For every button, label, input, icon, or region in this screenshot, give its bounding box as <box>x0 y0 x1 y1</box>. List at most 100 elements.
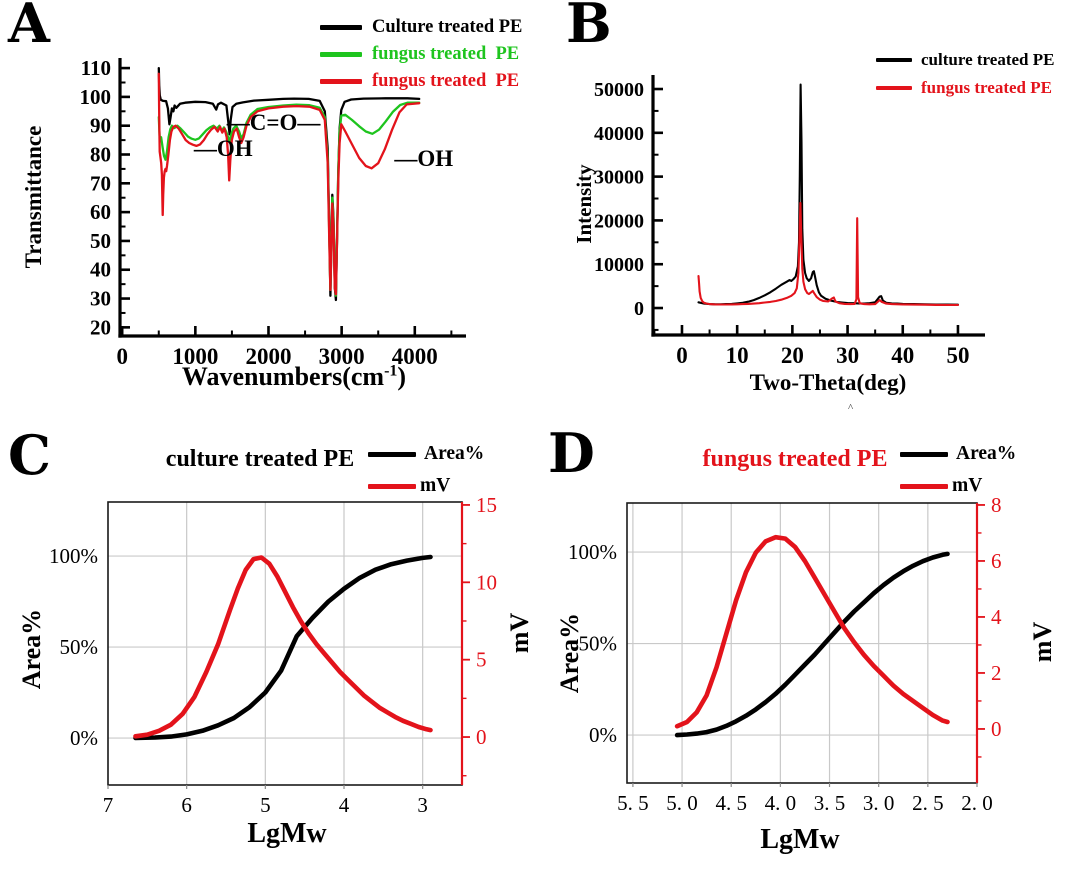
gpc-culture-x-axis-label: LgMw <box>247 818 327 849</box>
legend-label: Area% <box>424 443 485 464</box>
svg-text:1000: 1000 <box>172 344 218 369</box>
ftir-x-axis-label-main: Wavenumbers(cm <box>181 362 385 391</box>
svg-text:50%: 50% <box>579 632 618 656</box>
gpc-culture-title: culture treated PE <box>165 446 355 472</box>
gpc-culture-chart: 7 6 5 4 3 0% 50% 100% 0 5 10 15 <box>49 493 497 817</box>
ftir-legend-row-fungus-red: fungus treated PE <box>320 68 522 95</box>
legend-label: Area% <box>956 443 1017 464</box>
legend-label: mV <box>420 475 451 496</box>
svg-text:4: 4 <box>339 793 350 817</box>
svg-text:3000: 3000 <box>319 344 365 369</box>
xrd-chart: 0 10 20 30 40 50 0 10000 20000 30000 40000 50000 <box>594 75 985 368</box>
svg-text:4: 4 <box>991 605 1002 629</box>
svg-text:20000: 20000 <box>594 210 644 232</box>
svg-text:90: 90 <box>90 114 111 138</box>
xrd-x-axis-label: Two-Theta(deg) <box>749 370 907 395</box>
svg-text:5. 5: 5. 5 <box>617 791 649 815</box>
legend-row-mv: mV <box>900 470 1016 502</box>
panel-letter-c: C <box>8 423 51 487</box>
legend-line-swatch <box>368 451 416 457</box>
xrd-legend-row-fungus: fungus treated PE <box>876 74 1054 102</box>
svg-text:0: 0 <box>634 298 644 320</box>
svg-text:30000: 30000 <box>594 167 644 189</box>
svg-text:50: 50 <box>946 343 969 368</box>
legend-label: fungus treated PE <box>372 71 520 91</box>
svg-text:7: 7 <box>103 793 114 817</box>
svg-text:20: 20 <box>90 315 111 339</box>
svg-text:30: 30 <box>90 287 111 311</box>
legend-label: culture treated PE <box>921 50 1055 69</box>
svg-text:0%: 0% <box>589 723 617 747</box>
svg-text:2000: 2000 <box>245 344 291 369</box>
legend-line-swatch <box>320 25 362 30</box>
svg-text:5. 0: 5. 0 <box>666 791 698 815</box>
xrd-y-axis-label: Intensity <box>572 164 596 244</box>
svg-text:0%: 0% <box>70 726 98 750</box>
ftir-legend-row-culture: Culture treated PE <box>320 14 522 41</box>
ftir-x-axis-label-end: ) <box>397 362 407 391</box>
svg-text:3: 3 <box>417 793 428 817</box>
panel-letter-d: D <box>548 421 595 485</box>
legend-line-swatch <box>320 52 362 57</box>
ftir-y-axis-label: Transmittance <box>21 125 46 269</box>
legend-line-swatch <box>876 86 912 90</box>
gpc-culture-right-axis-label: mV <box>505 612 534 654</box>
legend-line-swatch <box>320 79 362 84</box>
gpc-culture-left-axis-label: Area% <box>17 608 46 690</box>
svg-text:4. 5: 4. 5 <box>715 791 747 815</box>
legend-line-swatch <box>876 58 912 62</box>
gpc-fungus-x-axis-label: LgMw <box>760 824 840 855</box>
legend-row-mv: mV <box>368 470 484 502</box>
svg-text:8: 8 <box>991 493 1002 517</box>
legend-label: fungus treated PE <box>372 44 520 64</box>
svg-text:10: 10 <box>476 570 497 594</box>
svg-text:110: 110 <box>81 56 111 80</box>
svg-text:80: 80 <box>90 143 111 167</box>
svg-text:6: 6 <box>991 549 1002 573</box>
xrd-legend-row-culture: culture treated PE <box>876 46 1054 74</box>
legend-label: Culture treated PE <box>372 17 523 37</box>
svg-text:100%: 100% <box>568 540 617 564</box>
svg-text:50%: 50% <box>60 635 99 659</box>
panel-letter-a: A <box>8 0 50 55</box>
panel-letter-b: B <box>566 0 612 55</box>
legend-line-swatch <box>900 483 948 489</box>
svg-text:2. 0: 2. 0 <box>961 791 993 815</box>
gpc-culture-legend: Area% mV <box>368 438 484 502</box>
svg-text:5: 5 <box>476 648 487 672</box>
svg-text:6: 6 <box>181 793 192 817</box>
svg-text:10000: 10000 <box>594 254 644 276</box>
svg-text:2. 5: 2. 5 <box>912 791 944 815</box>
svg-text:40: 40 <box>90 258 111 282</box>
svg-text:60: 60 <box>90 200 111 224</box>
xrd-legend: culture treated PE fungus treated PE <box>876 46 1054 102</box>
band-annotation: —OH <box>393 146 453 171</box>
band-annotation: —C=O— <box>226 110 322 135</box>
svg-text:40: 40 <box>891 343 914 368</box>
legend-label: mV <box>952 475 983 496</box>
ftir-legend-row-fungus-green: fungus treated PE <box>320 41 522 68</box>
caret-mark: ^ <box>848 402 854 414</box>
legend-line-swatch <box>368 483 416 489</box>
svg-text:4000: 4000 <box>392 344 438 369</box>
ftir-x-axis-label: Wavenumbers(cm-1) <box>94 362 494 392</box>
ftir-legend: Culture treated PE fungus treated PE fun… <box>320 14 522 95</box>
svg-text:30: 30 <box>836 343 859 368</box>
svg-text:100: 100 <box>80 85 112 109</box>
svg-text:100%: 100% <box>49 544 98 568</box>
gpc-fungus-left-axis-label: Area% <box>555 612 584 694</box>
legend-label: fungus treated PE <box>921 78 1052 97</box>
svg-text:0: 0 <box>476 725 487 749</box>
svg-text:20: 20 <box>781 343 804 368</box>
svg-text:15: 15 <box>476 493 497 517</box>
svg-text:70: 70 <box>90 171 111 195</box>
svg-text:2: 2 <box>991 661 1002 685</box>
svg-text:0: 0 <box>991 717 1002 741</box>
svg-text:50: 50 <box>90 229 111 253</box>
ftir-x-axis-label-sup: -1 <box>384 362 398 380</box>
legend-row-area: Area% <box>900 438 1016 470</box>
ftir-chart: 0 1000 2000 3000 4000 20 30 40 50 60 70 80 90 100 110 —… <box>80 56 466 369</box>
gpc-fungus-legend: Area% mV <box>900 438 1016 502</box>
svg-text:40000: 40000 <box>594 123 644 145</box>
